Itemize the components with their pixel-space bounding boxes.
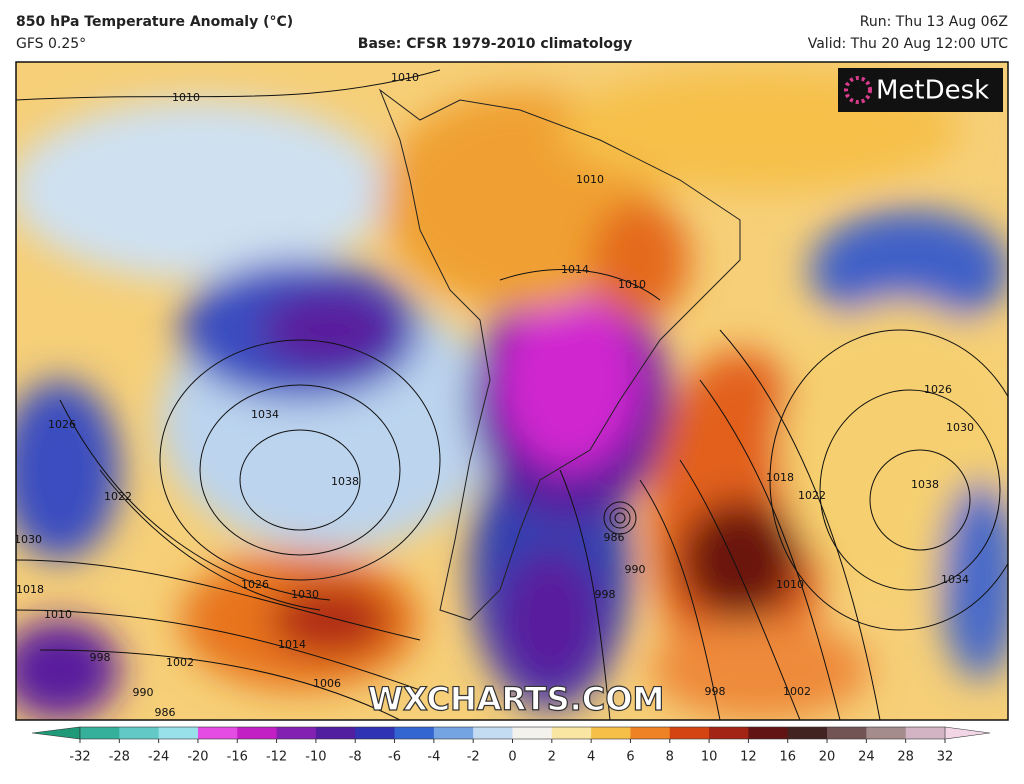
colorbar-segment: [237, 727, 278, 739]
colorbar-segment: [905, 727, 946, 739]
valid: Valid: Thu 20 Aug 12:00 UTC: [808, 36, 1008, 52]
colorbar-label: 4: [587, 750, 595, 765]
isobar-label: 998: [705, 685, 726, 698]
colorbar-label: -8: [349, 750, 362, 765]
isobar-label: 1026: [924, 383, 952, 396]
colorbar-segment: [119, 727, 160, 739]
colorbar-label: 28: [897, 750, 914, 765]
logo: MetDesk: [876, 76, 989, 106]
isobar-labels: 1010 1010 1014 1010 1010 1034 1038 1026 1022 1030…: [14, 71, 974, 719]
colorbar-label: -12: [266, 750, 287, 765]
isobar-label: 1018: [766, 471, 794, 484]
isobar-label: 990: [625, 563, 646, 576]
isobar-label: 998: [90, 651, 111, 664]
colorbar-label: -10: [305, 750, 326, 765]
colorbar-segment: [827, 727, 867, 739]
title: 850 hPa Temperature Anomaly (°C): [16, 14, 293, 30]
colorbar-segment: [787, 727, 828, 739]
colorbar-label: 2: [548, 750, 556, 765]
colorbar-label: -20: [187, 750, 208, 765]
colorbar-segment: [394, 727, 435, 739]
colorbar-label: 0: [508, 750, 516, 765]
colorbar-segment: [355, 727, 396, 739]
colorbar-segment: [709, 727, 749, 739]
base: Base: CFSR 1979-2010 climatology: [358, 36, 632, 52]
colorbar-segment: [473, 727, 513, 739]
colorbar-label: -6: [388, 750, 401, 765]
isobar-label: 1034: [941, 573, 969, 586]
isobar-label: 986: [155, 706, 176, 719]
isobar-label: 1010: [391, 71, 419, 84]
coastline: [378, 88, 741, 621]
isobars: [16, 69, 1008, 720]
map-frame: [15, 61, 1009, 721]
colorbar-segment: [315, 727, 356, 739]
map: MetDesk WXCHARTS.COM 1010101010141010101…: [14, 62, 1008, 720]
isobar-label: 998: [595, 588, 616, 601]
colorbar-segment: [80, 727, 120, 739]
model: GFS 0.25°: [16, 36, 86, 52]
run: Run: Thu 13 Aug 06Z: [860, 14, 1008, 30]
colorbar-segment: [748, 727, 789, 739]
colorbar-segment: [197, 727, 238, 739]
isobar-label: 1010: [172, 91, 200, 104]
isobar-label: 1038: [331, 475, 359, 488]
colorbar-label: -24: [148, 750, 169, 765]
colorbar-segment: [669, 727, 710, 739]
colorbar-label: -16: [227, 750, 248, 765]
isobar-label: 990: [133, 686, 154, 699]
colorbar-label: 12: [740, 750, 757, 765]
colorbar-label: 10: [701, 750, 718, 765]
colorbar-segment: [276, 727, 317, 739]
colorbar-segment: [866, 727, 907, 739]
colorbar-label: -32: [69, 750, 90, 765]
isobar-label: 986: [604, 531, 625, 544]
isobar-label: 1014: [561, 263, 589, 276]
isobar-label: 1010: [776, 578, 804, 591]
colorbar-label: -4: [427, 750, 440, 765]
isobar-label: 1030: [946, 421, 974, 434]
isobar-label: 1002: [166, 656, 194, 669]
isobar-label: 1010: [44, 608, 72, 621]
colorbar-label: 6: [626, 750, 634, 765]
colorbar-segment: [433, 727, 474, 739]
colorbar-label: -2: [467, 750, 480, 765]
isobar-label: 1026: [48, 418, 76, 431]
isobar-label: 1010: [576, 173, 604, 186]
colorbar-label: -28: [109, 750, 130, 765]
colorbar-segment: [551, 727, 592, 739]
isobar-label: 1002: [783, 685, 811, 698]
logo-box: [838, 68, 1003, 112]
colorbar-under: [31, 726, 81, 740]
isobar-label: 1030: [291, 588, 319, 601]
colorbar-label: 24: [858, 750, 875, 765]
isobar-label: 1038: [911, 478, 939, 491]
colorbar-label: 16: [779, 750, 796, 765]
colorbar-label: 20: [819, 750, 836, 765]
logo-icon: [844, 76, 872, 104]
isobar-label: 1010: [618, 278, 646, 291]
isobar-label: 1026: [241, 578, 269, 591]
isobar-label: 1022: [798, 489, 826, 502]
isobar-label: 1014: [278, 638, 306, 651]
isobar-label: 1018: [16, 583, 44, 596]
colorbar-label: 8: [666, 750, 674, 765]
isobar-label: 1022: [104, 490, 132, 503]
isobar-label: 1030: [14, 533, 42, 546]
watermark: WXCHARTS.COM: [368, 680, 665, 718]
colorbar-segment: [512, 727, 553, 739]
colorbar-over: [944, 726, 991, 740]
isobar-label: 1006: [313, 677, 341, 690]
colorbar: -32 -28 -24 -20 -16 -12 -10 -8 -6 -4 -2 0 2 4 6 8 10 12 16…: [31, 726, 991, 765]
isobar-label: 1034: [251, 408, 279, 421]
colorbar-segment: [158, 727, 199, 739]
colorbar-segment: [591, 727, 631, 739]
colorbar-segment: [630, 727, 671, 739]
colorbar-label: 32: [937, 750, 954, 765]
